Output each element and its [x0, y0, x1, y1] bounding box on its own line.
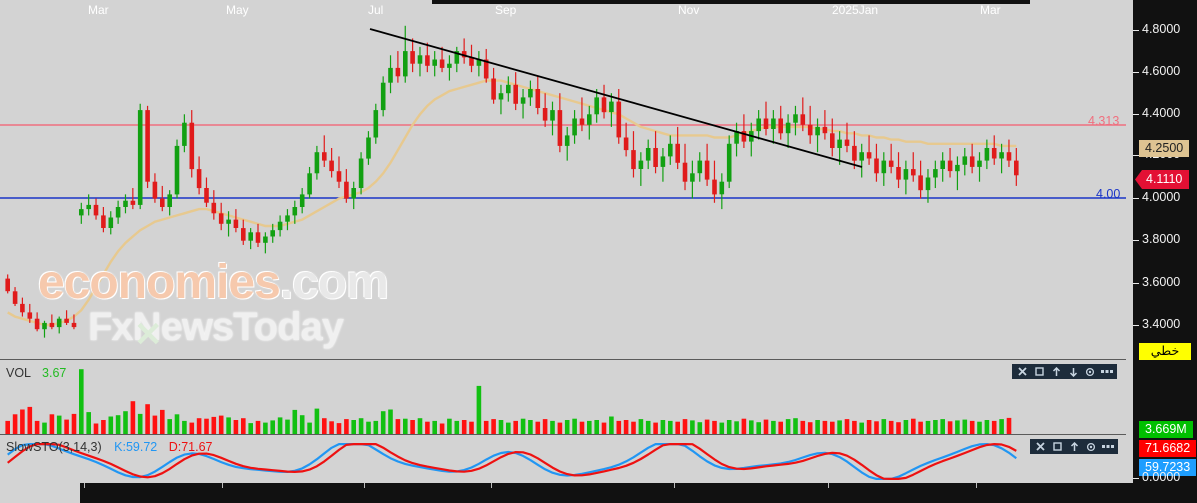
settings-gear-icon[interactable]	[1083, 365, 1097, 378]
stochastic-zero-label: 0.0000	[1142, 470, 1181, 484]
date-tick-mark	[222, 483, 223, 488]
move-down-icon[interactable]	[1066, 365, 1080, 378]
date-tick-mark	[828, 483, 829, 488]
date-axis-left-gutter	[0, 483, 80, 503]
price-tick-dash	[1133, 30, 1139, 31]
price-tick-label: 3.4000	[1142, 317, 1181, 331]
volume-panel-toolbar[interactable]	[1012, 364, 1117, 379]
date-tick-label: Jul	[368, 3, 384, 17]
stochastic-indicator-name: SlowSTO(3,14,3)	[6, 440, 102, 454]
volume-indicator-value: 3.67	[42, 366, 67, 380]
volume-stochastic-separator	[0, 434, 1197, 435]
close-panel-icon[interactable]	[1033, 440, 1047, 453]
price-tick-dash	[1133, 325, 1139, 326]
zero-tick-dash	[1133, 478, 1139, 479]
axis-gutter	[1126, 0, 1133, 503]
price-chart-panel[interactable]	[0, 4, 1126, 359]
scale-mode-badge[interactable]: خطي	[1139, 343, 1191, 360]
date-tick-mark	[491, 483, 492, 488]
price-tick-label: 4.8000	[1142, 22, 1181, 36]
move-up-icon[interactable]	[1049, 365, 1063, 378]
volume-value-badge: 3.669M	[1139, 421, 1193, 438]
price-axis[interactable]: 4.80004.60004.40004.20004.00003.80003.60…	[1133, 0, 1197, 503]
support-line-label: 4.00	[1096, 187, 1121, 201]
stochastic-d-value: D:71.67	[168, 440, 213, 454]
date-tick-label: Mar	[88, 3, 109, 17]
maximize-panel-icon[interactable]	[1032, 365, 1046, 378]
price-tick-dash	[1133, 240, 1139, 241]
top-black-bar	[432, 0, 1030, 5]
date-tick-mark	[84, 483, 85, 488]
stochastic-panel-toolbar[interactable]	[1030, 439, 1118, 454]
price-tick-dash	[1133, 155, 1139, 156]
stochastic-chart-panel[interactable]	[0, 437, 1126, 483]
price-tick-label: 4.4000	[1142, 106, 1181, 120]
date-tick-label: 2025Jan	[832, 3, 879, 17]
last-price-badge: 4.1110	[1135, 170, 1190, 189]
price-tick-label: 3.6000	[1142, 275, 1181, 289]
stochastic-k-value: K:59.72	[114, 440, 158, 454]
date-tick-label: Sep	[495, 3, 517, 17]
date-tick-mark	[364, 483, 365, 488]
date-tick-mark	[674, 483, 675, 488]
stochastic-indicator-header: SlowSTO(3,14,3) K:59.72 D:71.67	[6, 440, 213, 454]
price-tick-label: 3.8000	[1142, 232, 1181, 246]
settings-gear-icon[interactable]	[1084, 440, 1098, 453]
volume-bars-svg	[5, 369, 1012, 434]
maximize-panel-icon[interactable]	[1050, 440, 1064, 453]
stochastic-lines-svg	[7, 443, 1017, 480]
date-tick-label: Nov	[678, 3, 700, 17]
price-volume-separator	[0, 359, 1197, 360]
date-tick-mark	[976, 483, 977, 488]
date-axis[interactable]	[0, 483, 1197, 503]
move-up-icon[interactable]	[1067, 440, 1081, 453]
date-tick-label: May	[226, 3, 249, 17]
volume-chart-panel[interactable]	[0, 362, 1126, 434]
price-candlestick-svg	[0, 25, 1126, 338]
volume-indicator-name: VOL	[6, 366, 31, 380]
price-tick-label: 4.6000	[1142, 64, 1181, 78]
stochastic-d-badge: 71.6682	[1139, 440, 1197, 457]
more-options-icon[interactable]	[1100, 365, 1114, 378]
volume-indicator-header: VOL 3.67	[6, 366, 66, 380]
price-tick-label: 4.0000	[1142, 190, 1181, 204]
price-tick-dash	[1133, 283, 1139, 284]
price-tick-dash	[1133, 198, 1139, 199]
close-panel-icon[interactable]	[1015, 365, 1029, 378]
date-tick-label: Mar	[980, 3, 1001, 17]
stochastic-k-badge: 59.7233	[1139, 459, 1197, 476]
price-tick-dash	[1133, 114, 1139, 115]
resistance-line-label: 4.313	[1088, 114, 1120, 128]
price-tick-dash	[1133, 72, 1139, 73]
more-options-icon[interactable]	[1101, 440, 1115, 453]
ma-price-badge: 4.2500	[1139, 140, 1190, 157]
